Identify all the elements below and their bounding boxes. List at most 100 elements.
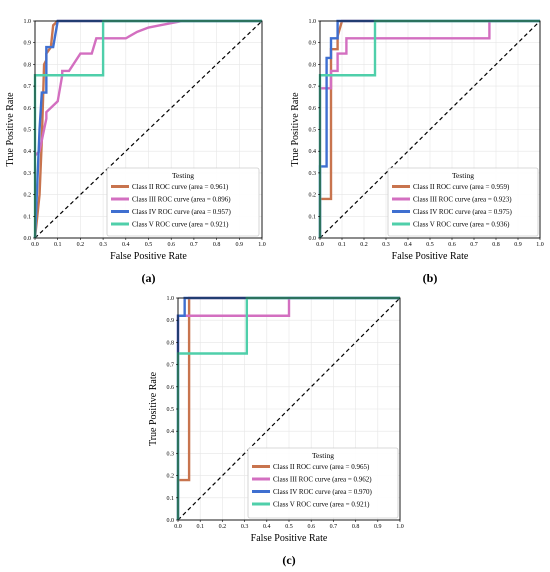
chart-3-chance-line [177, 297, 401, 521]
chart-3-ytick-label: 0.7 [167, 363, 175, 369]
chart-1-ytick-label: 0.1 [24, 214, 32, 220]
chart-3-ytick-label: 0.4 [167, 429, 175, 435]
chart-2-legend-label-1: Class II ROC curve (area = 0.959) [413, 183, 510, 191]
chart-2-legend-label-4: Class V ROC curve (area = 0.936) [413, 221, 510, 229]
chart-3-ytick-label: 0.1 [167, 496, 175, 502]
chart-3-legend: Testing Class II ROC curve (area = 0.965)… [247, 447, 399, 519]
chart-1-ytick-label: 0.5 [24, 128, 32, 134]
chart-1-legend: Testing Class II ROC curve (area = 0.961)… [106, 167, 260, 237]
chart-2-ytick-label: 0.8 [309, 62, 317, 68]
chart-2-legend: Testing Class II ROC curve (area = 0.959)… [387, 167, 539, 237]
chart-2-chance-line [319, 20, 541, 239]
chart-1-ytick-label: 0.4 [24, 149, 32, 155]
chart-1-series-3-line [33, 19, 262, 239]
chart-2-xtick-label: 0.2 [360, 242, 368, 248]
chart-1-ytick-label: 1.0 [24, 19, 32, 25]
chart-1-y-axis-label: True Positive Rate [5, 92, 16, 167]
chart-3-xtick-label: 0.2 [219, 524, 227, 530]
chart-1-xtick-label: 0.1 [54, 242, 62, 248]
chart-3-xtick-label: 0.0 [174, 524, 182, 530]
chart-1-ytick-label: 0.2 [24, 193, 32, 199]
chart-3-xtick-label: 0.1 [196, 524, 204, 530]
chart-2-y-axis-label: True Positive Rate [290, 92, 301, 167]
chart-2-ytick-label: 0.4 [309, 149, 317, 155]
chart-2-ytick-label: 0.5 [309, 128, 317, 134]
chart-3-xtick-label: 0.7 [330, 524, 338, 530]
chart-2-legend-label-2: Class III ROC curve (area = 0.923) [413, 196, 512, 204]
chart-1-series-2-line [34, 19, 262, 157]
chart-1-xtick-label: 0.3 [99, 242, 107, 248]
chart-2-xtick-label: 0.9 [514, 242, 522, 248]
chart-3-x-axis-label: False Positive Rate [251, 533, 328, 544]
chart-2-xtick-label: 0.5 [426, 242, 434, 248]
chart-1-xtick-label: 0.9 [236, 242, 244, 248]
chart-1-legend-label-1: Class II ROC curve (area = 0.961) [132, 183, 229, 191]
chart-2-ytick-label: 1.0 [309, 19, 317, 25]
chart-3-legend-title: Testing [312, 451, 334, 460]
chart-3-panel-label: (c) [282, 553, 295, 567]
chart-1: 0.0 0.1 0.2 0.3 0.4 0.5 0.6 0.7 0.8 0.9 1.0 0.0 0.1 0… [5, 19, 266, 285]
chart-1-ytick-label: 0.9 [24, 41, 32, 47]
chart-3-ytick-label: 0.0 [167, 518, 175, 524]
chart-2: 0.0 0.1 0.2 0.3 0.4 0.5 0.6 0.7 0.8 0.9 1.0 0.0 0.1 0… [290, 19, 544, 285]
chart-3-legend-box [247, 447, 399, 519]
chart-2-series-1-line [318, 19, 540, 238]
chart-1-chance-line [34, 20, 263, 239]
chart-1-x-axis-label: False Positive Rate [110, 251, 187, 262]
chart-1-panel-label: (a) [142, 271, 156, 285]
chart-3-xtick-label: 0.9 [374, 524, 382, 530]
chart-3-ytick-label: 0.3 [167, 451, 175, 457]
chart-2-xtick-label: 0.8 [492, 242, 500, 248]
chart-3-xtick-label: 0.4 [263, 524, 271, 530]
chart-2-legend-title: Testing [452, 171, 474, 180]
chart-1-xtick-label: 0.8 [213, 242, 221, 248]
chart-3-legend-label-2: Class III ROC curve (area = 0.962) [273, 476, 372, 484]
chart-2-xtick-label: 0.7 [470, 242, 478, 248]
chart-1-ytick-label: 0.0 [24, 236, 32, 242]
chart-3-xtick-label: 0.8 [352, 524, 360, 530]
chart-2-x-axis-label: False Positive Rate [392, 251, 469, 262]
chart-2-series-3-line [318, 19, 540, 238]
chart-1-xtick-label: 0.4 [122, 242, 130, 248]
chart-2-ytick-label: 0.7 [309, 84, 317, 90]
chart-2-panel-label: (b) [423, 271, 438, 285]
chart-1-xtick-label: 0.0 [31, 242, 39, 248]
chart-2-xtick-label: 0.6 [448, 242, 456, 248]
chart-3-xtick-label: 0.3 [241, 524, 249, 530]
chart-1-xtick-label: 0.5 [145, 242, 153, 248]
chart-2-xtick-label: 1.0 [536, 242, 544, 248]
chart-3-legend-label-4: Class V ROC curve (area = 0.921) [273, 501, 370, 509]
chart-2-xtick-label: 0.1 [338, 242, 346, 248]
chart-3-y-axis-label: True Positive Rate [148, 371, 159, 446]
chart-3-legend-label-3: Class IV ROC curve (area = 0.970) [273, 488, 373, 496]
chart-2-ytick-label: 0.0 [309, 236, 317, 242]
chart-3-ytick-label: 1.0 [167, 296, 175, 302]
chart-1-ytick-label: 0.8 [24, 62, 32, 68]
chart-1-legend-box [106, 167, 260, 237]
chart-1-xtick-label: 0.7 [190, 242, 198, 248]
chart-1-ytick-label: 0.6 [24, 106, 32, 112]
chart-2-xtick-label: 0.0 [316, 242, 324, 248]
chart-2-ytick-label: 0.6 [309, 106, 317, 112]
chart-1-legend-label-2: Class III ROC curve (area = 0.896) [132, 196, 231, 204]
chart-3: 0.0 0.1 0.2 0.3 0.4 0.5 0.6 0.7 0.8 0.9 1.0 0.0 0.1 0… [148, 296, 404, 567]
chart-3-ytick-label: 0.2 [167, 474, 175, 480]
chart-3-ytick-label: 0.5 [167, 407, 175, 413]
chart-2-xtick-label: 0.4 [404, 242, 412, 248]
chart-2-ytick-label: 0.2 [309, 193, 317, 199]
chart-3-xtick-label: 0.6 [307, 524, 315, 530]
chart-3-legend-label-1: Class II ROC curve (area = 0.965) [273, 463, 370, 471]
chart-1-xtick-label: 0.6 [167, 242, 175, 248]
chart-1-legend-title: Testing [172, 171, 194, 180]
chart-2-ytick-label: 0.9 [309, 41, 317, 47]
chart-3-ytick-label: 0.9 [167, 318, 175, 324]
chart-1-legend-label-3: Class IV ROC curve (area = 0.957) [132, 208, 232, 216]
chart-2-legend-label-3: Class IV ROC curve (area = 0.975) [413, 208, 513, 216]
chart-1-ytick-label: 0.3 [24, 171, 32, 177]
chart-2-xtick-label: 0.3 [382, 242, 390, 248]
chart-1-legend-label-4: Class V ROC curve (area = 0.921) [132, 221, 229, 229]
chart-3-xtick-label: 1.0 [396, 524, 404, 530]
chart-1-xtick-label: 1.0 [258, 242, 266, 248]
chart-2-ytick-label: 0.1 [309, 214, 317, 220]
